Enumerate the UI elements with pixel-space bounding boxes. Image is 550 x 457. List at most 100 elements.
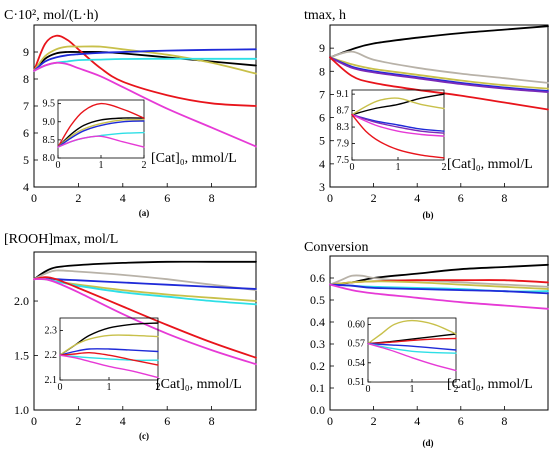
panel-d: Conversion 0 2 4 6 8 0.0 0.1 0.2 0.3 0.4 0.5 0.6 0 1… <box>304 240 549 448</box>
panel-d-ytick-label: 0.1 <box>310 381 325 395</box>
panel-c-inset-ytick-label: 2.2 <box>45 350 58 361</box>
panel-a-ytick-label: 4 <box>23 180 29 194</box>
panel-d-xtick-label: 6 <box>458 414 464 428</box>
panel-c-xlabel: [Cat]₀, mmol/L <box>156 377 242 392</box>
panel-d-inset-series-cyan <box>367 342 457 354</box>
panel-c-inset-xtick-label: 1 <box>107 382 112 393</box>
panel-d-inset-series-magenta <box>367 342 457 372</box>
panel-d-inset-plot: 0 1 2 0.51 0.54 0.57 0.60 <box>348 319 459 395</box>
panel-d-plot: 0 2 4 6 8 0.0 0.1 0.2 0.3 0.4 0.5 0.6 <box>310 263 549 428</box>
panel-d-inset-ytick-label: 0.54 <box>348 358 366 369</box>
panel-c-inset-series-red <box>59 351 159 366</box>
panel-c-series-magenta <box>33 278 257 366</box>
panel-d-ytick-label: 0.4 <box>310 315 325 329</box>
panel-a-ytick-label: 6 <box>23 126 29 140</box>
panel-b-inset-series-yellow <box>351 97 445 116</box>
panel-c: [ROOH]max, mol/L 0 2 4 6 8 1.0 1.5 2.0 0 1 2 2.1 2.… <box>4 232 257 441</box>
panel-c-xtick-label: 4 <box>120 414 126 428</box>
panel-b-inset-series-purple <box>351 114 445 134</box>
panel-a-series-blue <box>33 48 257 72</box>
panel-d-ytick-label: 0.3 <box>310 337 325 351</box>
panel-d-series-magenta <box>329 283 549 310</box>
panel-a-inset-frame <box>57 99 145 159</box>
panel-b-ytick-label: 5 <box>319 134 325 148</box>
panel-b-series-red <box>329 56 549 111</box>
panel-b-inset-series-magenta <box>351 114 445 137</box>
panel-d-series-yellow <box>329 280 549 290</box>
panel-c-inset-series-magenta <box>59 354 159 379</box>
panel-c-inset-plot: 0 1 2 2.1 2.2 2.3 <box>45 322 161 393</box>
panel-c-series-black <box>33 260 257 281</box>
panel-c-xtick-label: 6 <box>164 414 170 428</box>
panel-b-xtick-label: 0 <box>327 191 333 205</box>
panel-b-caption: (b) <box>423 210 434 220</box>
panel-b-inset-ytick-label: 7.5 <box>337 155 350 166</box>
panel-c-inset-xtick-label: 0 <box>58 382 63 393</box>
panel-c-ytick-label: 1.5 <box>14 349 29 363</box>
panel-b-inset-series-blue <box>351 114 445 132</box>
panel-c-inset-series-blue <box>59 348 159 356</box>
panel-b-ylabel: tmax, h <box>304 8 346 23</box>
panel-a-inset-xtick-label: 1 <box>99 160 104 171</box>
panel-a-caption: (a) <box>139 208 150 218</box>
panel-b-inset-series-black <box>351 93 445 116</box>
panel-a-xlabel: [Cat]₀, mmol/L <box>151 151 237 166</box>
panel-b-ytick-label: 6 <box>319 111 325 125</box>
panel-d-series-blue <box>329 283 549 295</box>
panel-d-inset-ytick-label: 0.60 <box>348 319 366 330</box>
panel-a-inset-ytick-label: 8.5 <box>43 135 56 146</box>
panel-d-inset-xtick-label: 2 <box>454 384 459 395</box>
panel-b-xtick-label: 4 <box>414 191 420 205</box>
panel-b-series-black <box>329 25 549 59</box>
panel-d-ytick-label: 0.2 <box>310 359 325 373</box>
panel-a-xtick-label: 6 <box>164 191 170 205</box>
panel-d-ytick-label: 0.0 <box>310 403 325 417</box>
panel-a-xtick-label: 0 <box>31 191 37 205</box>
panel-b-ytick-label: 4 <box>319 157 325 171</box>
panel-d-frame <box>329 255 549 411</box>
panel-d-xtick-label: 2 <box>371 414 377 428</box>
panel-a-inset-series-blue <box>57 120 145 148</box>
panel-c-inset-ytick-label: 2.3 <box>45 325 58 336</box>
panel-b-inset-ytick-label: 8.3 <box>337 122 350 133</box>
panel-c-frame <box>33 251 257 411</box>
panel-b-inset-plot: 0 1 2 7.5 7.9 8.3 8.7 9.1 <box>337 89 447 173</box>
panel-c-inset-series-yellow <box>59 334 159 356</box>
panel-d-xtick-label: 0 <box>327 414 333 428</box>
panel-a-xtick-label: 2 <box>75 191 81 205</box>
panel-d-inset-xtick-label: 1 <box>410 384 415 395</box>
panel-b-xtick-label: 6 <box>458 191 464 205</box>
panel-d-xtick-label: 4 <box>414 414 420 428</box>
panel-c-xtick-label: 0 <box>31 414 37 428</box>
panel-b-inset-ytick-label: 7.9 <box>337 139 350 150</box>
panel-b-inset-series-red <box>351 114 445 159</box>
panel-a-ytick-label: 5 <box>23 153 29 167</box>
panel-a-inset-xtick-label: 0 <box>56 160 61 171</box>
panel-c-caption: (c) <box>139 431 149 441</box>
panel-a-inset-ytick-label: 9.5 <box>43 99 56 110</box>
panel-d-inset-xtick-label: 0 <box>366 384 371 395</box>
panel-b-series-blue <box>329 56 549 92</box>
panel-a-inset-series-yellow <box>57 118 145 148</box>
panel-a-inset-series-black <box>57 117 145 148</box>
panel-d-ytick-label: 0.5 <box>310 293 325 307</box>
panel-d-xtick-label: 8 <box>501 414 507 428</box>
panel-b-series-gray <box>329 50 549 84</box>
panel-b-series-yellow <box>329 56 549 90</box>
panel-b-ytick-label: 7 <box>319 87 325 101</box>
panel-b-inset-ytick-label: 9.1 <box>337 89 350 100</box>
panel-c-xtick-label: 8 <box>209 414 215 428</box>
panel-a-series-magenta <box>33 61 257 148</box>
panel-c-series-yellow <box>33 278 257 302</box>
panel-c-ytick-label: 1.0 <box>14 403 29 417</box>
panel-a-inset-series-red <box>57 102 145 148</box>
panel-b-inset-xtick-label: 1 <box>396 162 401 173</box>
panel-d-ytick-label: 0.6 <box>310 271 325 285</box>
panel-d-inset-series-yellow <box>367 319 457 345</box>
panel-c-plot: 0 2 4 6 8 1.0 1.5 2.0 <box>14 260 257 428</box>
panel-c-ytick-label: 2.0 <box>14 294 29 308</box>
panel-b-inset-xtick-label: 2 <box>442 162 447 173</box>
panel-b-ytick-label: 3 <box>319 180 325 194</box>
panel-c-inset-ytick-label: 2.1 <box>45 375 58 386</box>
